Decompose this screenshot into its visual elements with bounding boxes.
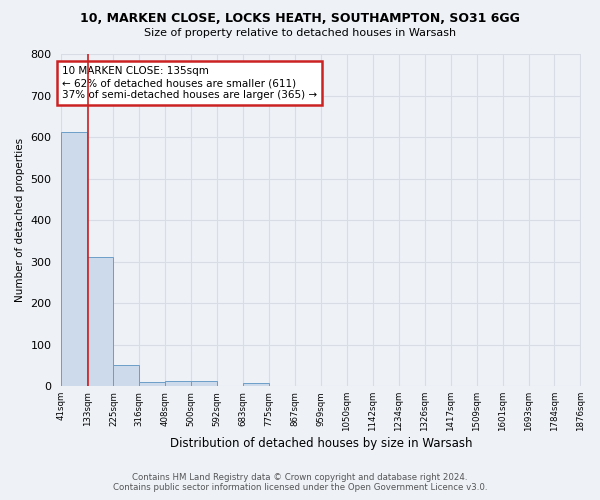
Text: Size of property relative to detached houses in Warsash: Size of property relative to detached ho… <box>144 28 456 38</box>
X-axis label: Distribution of detached houses by size in Warsash: Distribution of detached houses by size … <box>170 437 472 450</box>
Y-axis label: Number of detached properties: Number of detached properties <box>15 138 25 302</box>
Bar <box>88 257 113 386</box>
Bar <box>139 382 165 386</box>
Text: Contains HM Land Registry data © Crown copyright and database right 2024.
Contai: Contains HM Land Registry data © Crown c… <box>113 473 487 492</box>
Text: 10 MARKEN CLOSE: 135sqm
← 62% of detached houses are smaller (611)
37% of semi-d: 10 MARKEN CLOSE: 135sqm ← 62% of detache… <box>62 66 317 100</box>
Bar <box>165 381 191 386</box>
Text: 10, MARKEN CLOSE, LOCKS HEATH, SOUTHAMPTON, SO31 6GG: 10, MARKEN CLOSE, LOCKS HEATH, SOUTHAMPT… <box>80 12 520 26</box>
Bar <box>61 132 88 386</box>
Bar <box>191 381 217 386</box>
Bar <box>113 364 139 386</box>
Bar <box>243 383 269 386</box>
